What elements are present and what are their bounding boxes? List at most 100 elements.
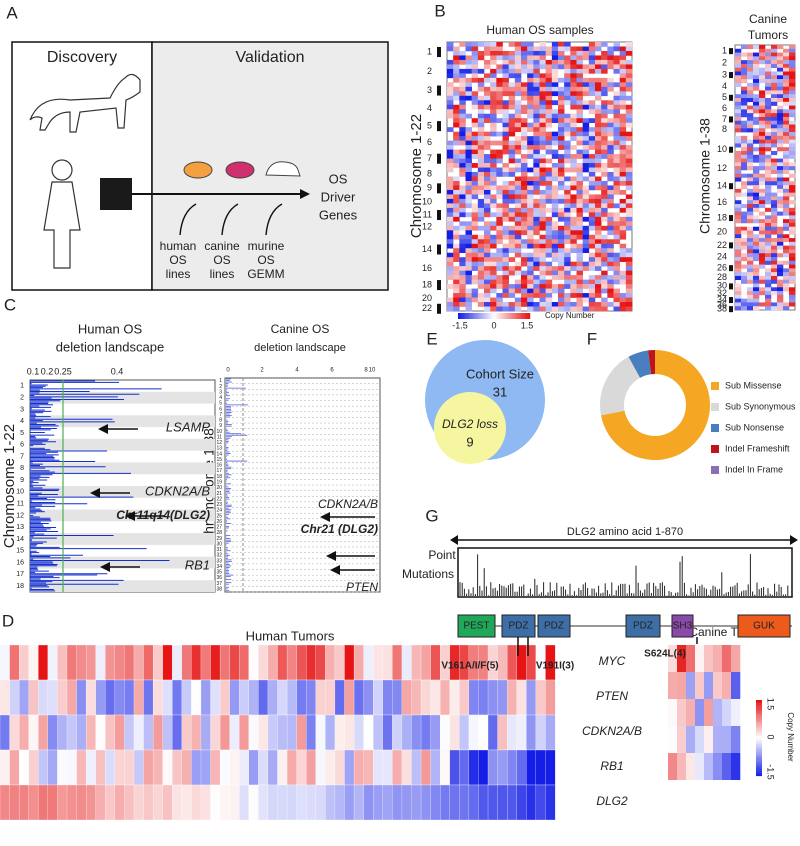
heatmap-cell: [582, 104, 590, 110]
heatmap-cell: [564, 239, 571, 245]
heatmap-cell: [576, 55, 583, 61]
heatmap-cell: [753, 279, 760, 284]
heatmap-cell: [477, 180, 485, 186]
heatmap-cell: [771, 192, 778, 197]
heatmap-cell: [484, 176, 491, 182]
heatmap-cell: [765, 63, 772, 69]
heatmap-cell: [601, 261, 608, 267]
heatmap-cell: [539, 189, 546, 195]
colorbar-cell: [519, 313, 522, 319]
heatmap-cell: [735, 260, 742, 265]
heatmap-cell: [447, 73, 454, 79]
heatmap-cell: [459, 149, 466, 155]
section-title: Discovery: [47, 49, 117, 66]
heatmap-cell: [753, 139, 760, 144]
heatmap-cell: [440, 679, 451, 716]
heatmap-cell: [771, 120, 778, 125]
colorbar-tick: -1.5: [452, 320, 468, 330]
heatmap-cell: [539, 95, 546, 101]
gene-arrow-head: [90, 488, 100, 498]
heatmap-cell: [741, 264, 748, 269]
heatmap-cell: [539, 163, 546, 168]
heatmap-cell: [76, 714, 87, 751]
heatmap-cell: [765, 306, 772, 311]
heatmap-cell: [558, 225, 565, 231]
heatmap-cell: [508, 194, 516, 200]
chromosome-label: 16: [717, 197, 727, 207]
heatmap-cell: [490, 176, 497, 182]
donut-slice: [648, 350, 655, 375]
domain: [737, 614, 791, 638]
heatmap-cell: [619, 91, 627, 97]
result-label: Genes: [319, 207, 358, 222]
heatmap-cell: [502, 91, 509, 97]
heatmap-cell: [747, 287, 754, 292]
heatmap-cell: [545, 194, 553, 200]
heatmap-cell: [487, 679, 499, 716]
heatmap-cell: [789, 52, 796, 57]
heatmap-cell: [447, 86, 454, 92]
heatmap-cell: [570, 122, 577, 128]
axis-tick: 6: [330, 368, 334, 374]
heatmap-cell: [508, 293, 516, 298]
heatmap-cell: [477, 100, 485, 106]
heatmap-cell: [582, 64, 590, 70]
heatmap-cell: [533, 221, 540, 227]
heatmap-cell: [735, 283, 742, 288]
heatmap-cell: [484, 158, 491, 164]
heatmap-cell: [533, 306, 540, 312]
heatmap-cell: [471, 252, 479, 258]
heatmap-cell: [508, 86, 516, 92]
heatmap-cell: [677, 672, 687, 699]
heatmap-cell: [239, 749, 250, 786]
heatmap-cell: [468, 714, 479, 751]
heatmap-cell: [625, 284, 633, 289]
heatmap-cell: [490, 257, 497, 262]
heatmap-cell: [105, 714, 116, 751]
heatmap-cell: [741, 79, 748, 84]
heatmap-cell: [539, 203, 546, 209]
heatmap-cell: [496, 252, 503, 258]
heatmap-cell: [521, 257, 528, 262]
heatmap-cell: [613, 212, 620, 218]
heatmap-cell: [777, 45, 784, 50]
panel-letter: G: [425, 506, 438, 525]
heatmap-cell: [765, 71, 772, 76]
heatmap-cell: [789, 48, 796, 53]
row-label: 12: [216, 440, 222, 446]
heatmap-cell: [18, 749, 30, 786]
heatmap-cell: [607, 86, 614, 92]
heatmap-cell: [521, 122, 528, 128]
heatmap-cell: [527, 198, 534, 204]
heatmap-cell: [607, 194, 614, 200]
heatmap-cell: [551, 248, 559, 254]
heatmap-cell: [595, 212, 602, 218]
heatmap-cell: [759, 60, 766, 65]
heatmap-cell: [783, 116, 790, 122]
heatmap-cell: [453, 50, 460, 56]
heatmap-cell: [619, 216, 627, 222]
heatmap-cell: [447, 154, 454, 159]
heatmap-cell: [735, 94, 742, 99]
heatmap-cell: [789, 71, 796, 76]
heatmap-cell: [539, 154, 546, 159]
heatmap-cell: [490, 158, 497, 164]
legend-swatch: [711, 445, 719, 453]
heatmap-cell: [502, 212, 509, 218]
heatmap-cell: [477, 55, 485, 61]
heatmap-cell: [471, 42, 479, 47]
heatmap-cell: [777, 75, 784, 80]
heatmap-cell: [747, 245, 754, 250]
heatmap-cell: [453, 46, 460, 52]
heatmap-cell: [191, 714, 202, 751]
heatmap-cell: [539, 122, 546, 128]
heatmap-cell: [258, 679, 269, 716]
heatmap-cell: [533, 113, 540, 119]
heatmap-cell: [677, 726, 687, 753]
heatmap-cell: [545, 784, 556, 821]
heatmap-cell: [771, 272, 778, 277]
heatmap-cell: [459, 248, 466, 254]
heatmap-cell: [490, 203, 497, 209]
heatmap-cell: [477, 212, 485, 218]
heatmap-cell: [527, 59, 534, 65]
